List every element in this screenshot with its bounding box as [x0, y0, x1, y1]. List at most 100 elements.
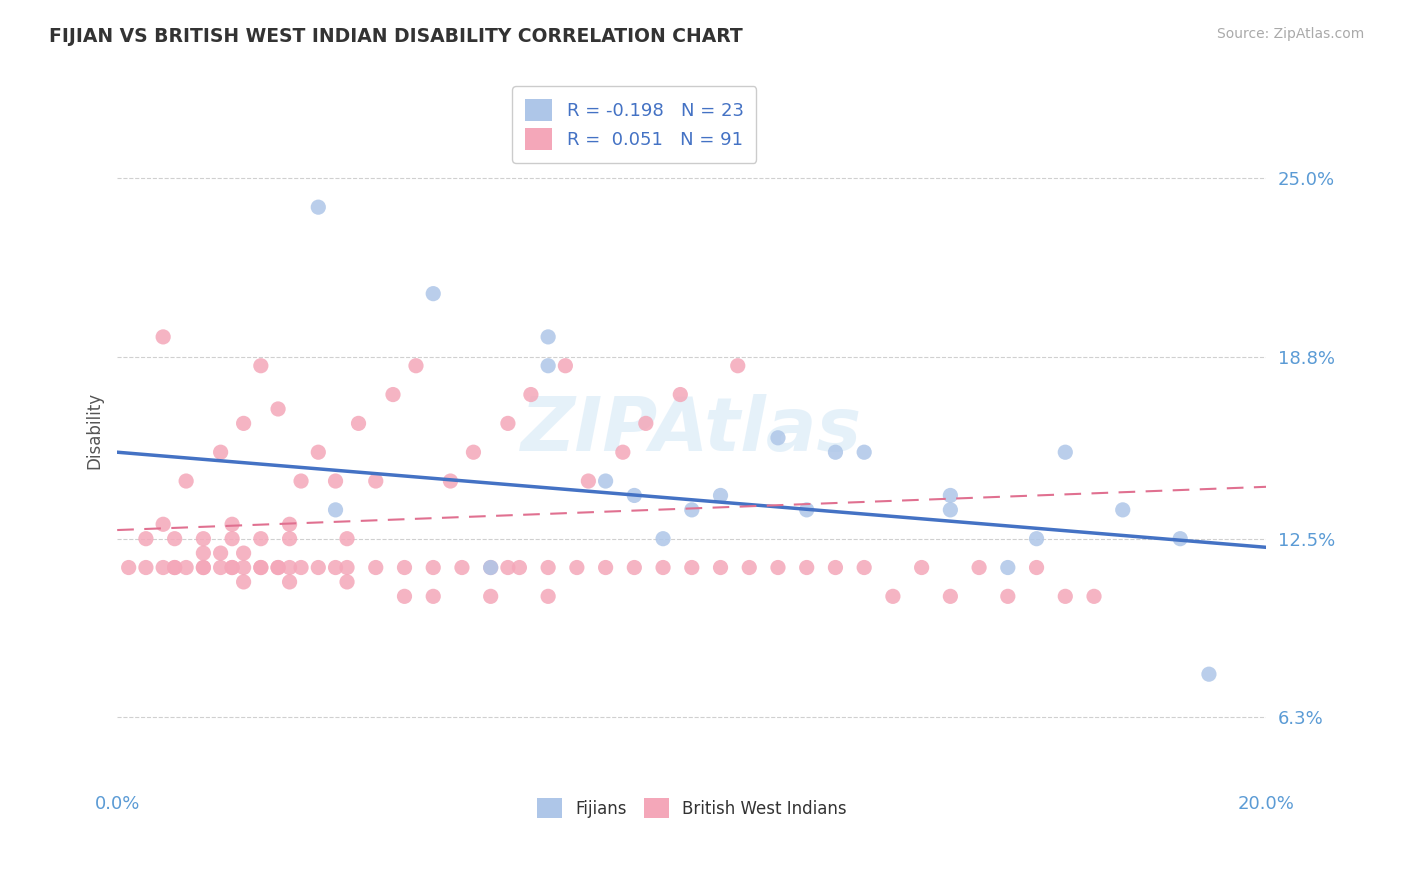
Point — [882, 590, 904, 604]
Point — [1112, 503, 1135, 517]
Point — [709, 560, 731, 574]
Legend: Fijians, British West Indians: Fijians, British West Indians — [530, 791, 853, 825]
Point — [1054, 590, 1077, 604]
Point — [307, 445, 329, 459]
Y-axis label: Disability: Disability — [86, 392, 103, 469]
Point — [193, 546, 215, 560]
Point — [152, 330, 174, 344]
Point — [537, 560, 560, 574]
Point — [727, 359, 749, 373]
Point — [709, 488, 731, 502]
Point — [325, 503, 347, 517]
Text: ZIPAtlas: ZIPAtlas — [522, 394, 862, 467]
Point — [250, 532, 273, 546]
Point — [967, 560, 990, 574]
Point — [1025, 532, 1047, 546]
Point — [439, 474, 461, 488]
Point — [939, 503, 962, 517]
Point — [612, 445, 634, 459]
Point — [1054, 445, 1077, 459]
Point — [824, 445, 846, 459]
Point — [193, 532, 215, 546]
Point — [422, 560, 444, 574]
Point — [623, 488, 645, 502]
Point — [565, 560, 588, 574]
Point — [796, 503, 818, 517]
Point — [364, 560, 387, 574]
Point — [193, 560, 215, 574]
Point — [325, 560, 347, 574]
Point — [152, 560, 174, 574]
Point — [451, 560, 474, 574]
Point — [267, 401, 290, 416]
Point — [250, 359, 273, 373]
Point — [422, 286, 444, 301]
Point — [1025, 560, 1047, 574]
Point — [479, 560, 502, 574]
Point — [520, 387, 543, 401]
Point — [290, 474, 312, 488]
Point — [853, 445, 876, 459]
Point — [163, 560, 186, 574]
Point — [1168, 532, 1191, 546]
Point — [669, 387, 692, 401]
Point — [796, 560, 818, 574]
Point — [496, 560, 519, 574]
Point — [163, 532, 186, 546]
Point — [939, 590, 962, 604]
Point — [347, 417, 370, 431]
Point — [537, 590, 560, 604]
Point — [221, 560, 243, 574]
Point — [221, 517, 243, 532]
Point — [135, 560, 157, 574]
Point — [738, 560, 761, 574]
Point — [394, 590, 416, 604]
Point — [766, 431, 789, 445]
Point — [278, 532, 301, 546]
Point — [595, 474, 617, 488]
Text: Source: ZipAtlas.com: Source: ZipAtlas.com — [1216, 27, 1364, 41]
Point — [405, 359, 427, 373]
Point — [267, 560, 290, 574]
Point — [652, 560, 675, 574]
Point — [652, 532, 675, 546]
Point — [232, 417, 254, 431]
Point — [479, 560, 502, 574]
Point — [997, 560, 1019, 574]
Point — [250, 560, 273, 574]
Point — [508, 560, 530, 574]
Point — [766, 560, 789, 574]
Point — [135, 532, 157, 546]
Point — [174, 560, 197, 574]
Point — [1083, 590, 1105, 604]
Point — [634, 417, 657, 431]
Point — [537, 330, 560, 344]
Point — [325, 474, 347, 488]
Point — [250, 560, 273, 574]
Point — [336, 574, 359, 589]
Point — [595, 560, 617, 574]
Point — [278, 517, 301, 532]
Point — [853, 560, 876, 574]
Point — [174, 474, 197, 488]
Point — [267, 560, 290, 574]
Point — [278, 560, 301, 574]
Point — [118, 560, 141, 574]
Point — [422, 590, 444, 604]
Point — [824, 560, 846, 574]
Point — [232, 560, 254, 574]
Point — [681, 560, 703, 574]
Point — [221, 532, 243, 546]
Point — [623, 560, 645, 574]
Point — [382, 387, 405, 401]
Point — [152, 517, 174, 532]
Point — [939, 488, 962, 502]
Point — [364, 474, 387, 488]
Point — [232, 546, 254, 560]
Point — [307, 200, 329, 214]
Point — [232, 574, 254, 589]
Point — [163, 560, 186, 574]
Point — [193, 560, 215, 574]
Point — [221, 560, 243, 574]
Point — [496, 417, 519, 431]
